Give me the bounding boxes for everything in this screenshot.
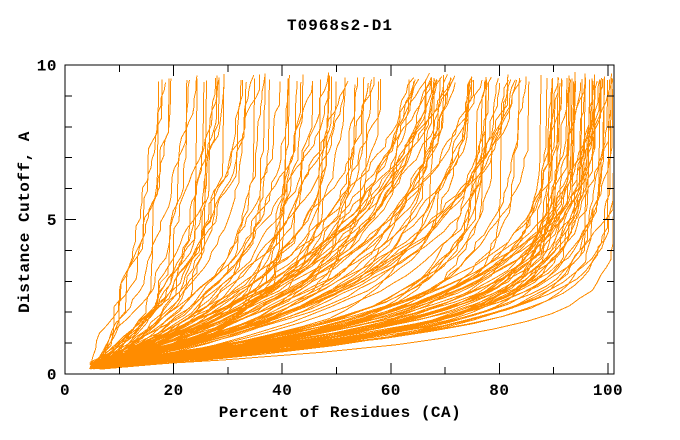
model-curve [91,74,304,369]
model-curve [97,79,601,366]
model-curve [96,82,501,370]
model-curve [97,78,570,365]
model-curve [96,77,586,364]
model-curve [93,78,382,366]
model-curve [98,73,266,368]
model-curve [93,79,435,366]
model-curve [98,81,298,368]
model-curve [93,79,416,366]
model-curve [92,79,242,367]
model-curve [91,78,499,365]
model-curve [93,83,225,370]
chart-title: T0968s2-D1 [286,17,393,35]
model-curve [98,79,473,367]
model-curve [95,79,270,366]
model-curves-group [89,72,613,370]
model-curve [99,80,208,367]
model-curve [99,80,576,368]
model-curve [99,73,225,368]
model-curve [99,80,349,368]
model-curve [99,74,509,369]
model-curve [96,78,435,365]
x-tick-label: 20 [163,382,183,400]
model-curve [97,76,605,364]
model-curve [93,77,559,365]
model-curve [97,81,379,368]
model-curve [95,77,359,364]
model-curve [97,74,448,369]
model-curve [94,82,369,370]
model-curve [93,78,568,365]
model-curve [90,78,170,365]
model-curve [89,82,485,369]
model-curve [99,78,198,365]
model-curve [97,77,220,364]
model-curve [94,76,473,363]
model-curve [90,81,314,368]
model-curve [98,82,470,369]
model-curve [95,78,548,365]
model-curve [99,75,266,363]
model-curve [100,81,530,368]
model-curve [92,80,595,368]
model-curve [93,76,432,364]
model-curve [94,75,218,370]
model-curve [92,76,443,363]
model-curve [93,80,591,367]
model-curve [93,197,613,369]
model-curve [92,81,281,368]
model-curve [94,77,509,364]
model-curve [94,78,613,365]
model-curve [97,79,475,367]
model-curve [90,81,160,368]
model-curve [93,82,561,370]
model-curve [98,75,330,370]
x-axis-label: Percent of Residues (CA) [218,404,462,422]
x-tick-label: 0 [60,382,70,400]
model-curve [93,76,492,364]
model-curve [96,76,333,363]
model-curve [90,84,356,364]
model-curve [92,78,562,365]
model-curve [92,80,190,367]
model-curve [91,75,329,370]
y-tick-label: 5 [47,212,57,230]
model-curve [93,84,313,363]
model-curve [94,79,373,366]
x-tick-label: 100 [593,382,623,400]
model-curve [96,78,553,366]
model-curve [96,79,516,367]
model-curve [97,78,573,365]
model-curve [92,80,244,367]
model-curve [90,77,520,365]
x-tick-label: 80 [489,382,509,400]
model-curve [92,74,261,369]
model-curve [91,81,205,369]
x-tick-label: 60 [381,382,401,400]
model-curve [97,79,163,366]
model-curve [98,79,471,366]
y-tick-label: 10 [37,58,57,76]
model-curve [90,82,289,369]
y-tick-label: 0 [47,367,57,385]
model-curve [97,74,445,369]
model-curve [91,78,216,365]
x-tick-label: 40 [272,382,292,400]
model-curve [92,77,375,364]
model-curve [94,76,365,364]
